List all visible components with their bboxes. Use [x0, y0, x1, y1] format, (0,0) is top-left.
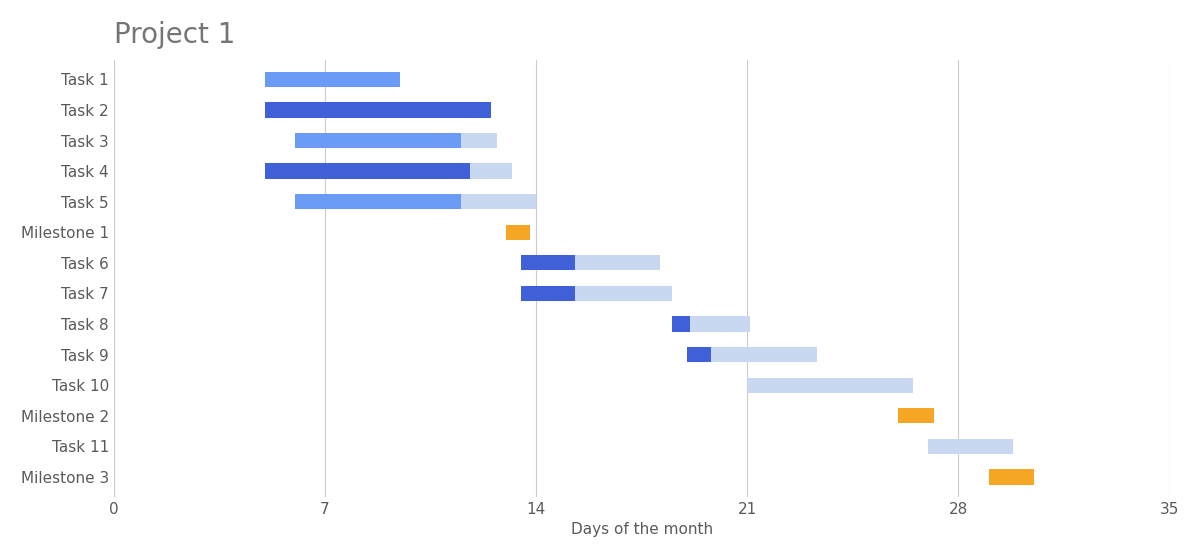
Bar: [686, 347, 712, 362]
Bar: [265, 163, 470, 179]
Bar: [672, 316, 690, 331]
Bar: [575, 255, 660, 271]
Bar: [521, 255, 575, 271]
Bar: [265, 102, 491, 118]
Bar: [898, 408, 935, 424]
Bar: [521, 286, 575, 301]
Text: Project 1: Project 1: [114, 21, 235, 49]
Bar: [461, 133, 497, 148]
Bar: [295, 194, 461, 209]
Bar: [748, 378, 913, 393]
Bar: [265, 72, 401, 87]
Bar: [929, 439, 1013, 454]
Bar: [690, 316, 750, 331]
Bar: [470, 163, 512, 179]
Bar: [506, 225, 530, 240]
X-axis label: Days of the month: Days of the month: [571, 522, 713, 537]
Bar: [295, 133, 461, 148]
Bar: [575, 286, 672, 301]
Bar: [712, 347, 817, 362]
Bar: [989, 469, 1033, 484]
Bar: [461, 194, 536, 209]
